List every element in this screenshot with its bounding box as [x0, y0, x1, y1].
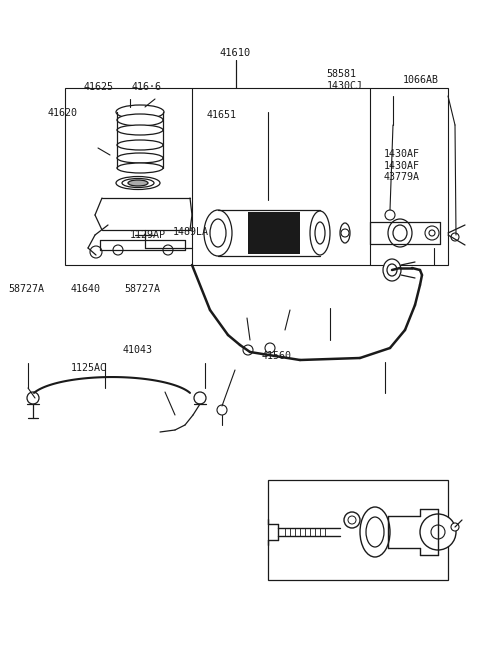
Text: 41640: 41640 — [71, 284, 101, 294]
Circle shape — [265, 343, 275, 353]
Text: 41610: 41610 — [219, 47, 251, 58]
Ellipse shape — [116, 105, 164, 119]
Circle shape — [27, 392, 39, 404]
Text: 41043: 41043 — [122, 344, 153, 355]
Text: 1489LA: 1489LA — [173, 227, 209, 237]
Text: 41625: 41625 — [84, 81, 114, 92]
Circle shape — [420, 514, 456, 550]
Text: 41620: 41620 — [48, 108, 78, 118]
Circle shape — [217, 405, 227, 415]
Circle shape — [194, 392, 206, 404]
Ellipse shape — [117, 125, 163, 135]
Text: 1125AC: 1125AC — [71, 363, 107, 373]
Ellipse shape — [340, 223, 350, 243]
Circle shape — [451, 523, 459, 531]
Ellipse shape — [360, 507, 390, 557]
Text: 1129AP: 1129AP — [130, 229, 166, 240]
Circle shape — [163, 245, 173, 255]
Bar — [248, 212, 300, 254]
Circle shape — [90, 246, 102, 258]
Ellipse shape — [117, 163, 163, 173]
Text: 58727A: 58727A — [124, 284, 160, 294]
Ellipse shape — [117, 140, 163, 150]
Ellipse shape — [388, 219, 412, 247]
Text: 41631: 41631 — [262, 227, 292, 238]
Ellipse shape — [117, 153, 163, 163]
Ellipse shape — [204, 210, 232, 256]
Text: 41651: 41651 — [206, 110, 236, 120]
Ellipse shape — [383, 259, 401, 281]
Text: 1430AF
1430AF
43779A: 1430AF 1430AF 43779A — [384, 149, 420, 182]
Ellipse shape — [116, 177, 160, 189]
Bar — [65, 88, 448, 265]
Circle shape — [451, 233, 459, 241]
Text: 416·6: 416·6 — [132, 81, 162, 92]
Text: 58581
1430CJ: 58581 1430CJ — [326, 70, 362, 91]
Text: 41560: 41560 — [262, 351, 292, 361]
Circle shape — [113, 245, 123, 255]
Circle shape — [243, 345, 253, 355]
Ellipse shape — [117, 114, 163, 126]
Text: 58727A: 58727A — [9, 284, 45, 294]
Ellipse shape — [128, 180, 148, 186]
Bar — [268, 480, 448, 580]
Text: 1066AB: 1066AB — [403, 75, 439, 85]
Ellipse shape — [310, 211, 330, 255]
Circle shape — [344, 512, 360, 528]
Ellipse shape — [122, 179, 154, 187]
Circle shape — [425, 226, 439, 240]
Circle shape — [385, 210, 395, 220]
